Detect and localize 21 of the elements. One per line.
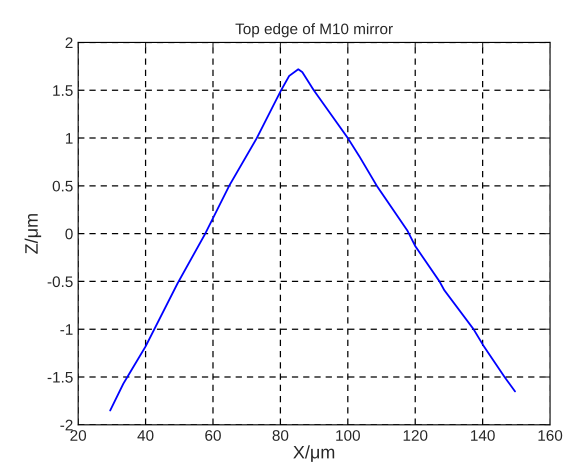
y-tick-label: -1 — [60, 324, 73, 335]
x-axis-title: X/μm — [293, 445, 334, 462]
y-tick-label: 0.5 — [52, 180, 73, 192]
x-tick-label: 20 — [70, 430, 86, 441]
x-tick-label: 100 — [336, 430, 360, 441]
x-tick-label: 60 — [205, 430, 221, 441]
x-tick-label: 160 — [538, 430, 562, 441]
x-tick-label: 40 — [137, 430, 154, 441]
y-axis-title: Z/μm — [24, 214, 42, 254]
y-tick-label: 1 — [66, 133, 73, 144]
y-tick-label: 1.5 — [53, 85, 73, 96]
y-tick-label: 0 — [65, 228, 73, 240]
x-tick-label: 120 — [404, 430, 428, 441]
y-tick-label: 2 — [66, 37, 73, 48]
chart-title: Top edge of M10 mirror — [235, 23, 393, 38]
line-series — [109, 68, 516, 412]
y-tick-label: -1.5 — [48, 372, 73, 383]
y-tick-label: -2 — [60, 420, 73, 430]
x-tick-label: 140 — [471, 430, 495, 441]
y-tick-label: -0.5 — [48, 276, 73, 288]
x-tick-label: 80 — [272, 430, 288, 441]
